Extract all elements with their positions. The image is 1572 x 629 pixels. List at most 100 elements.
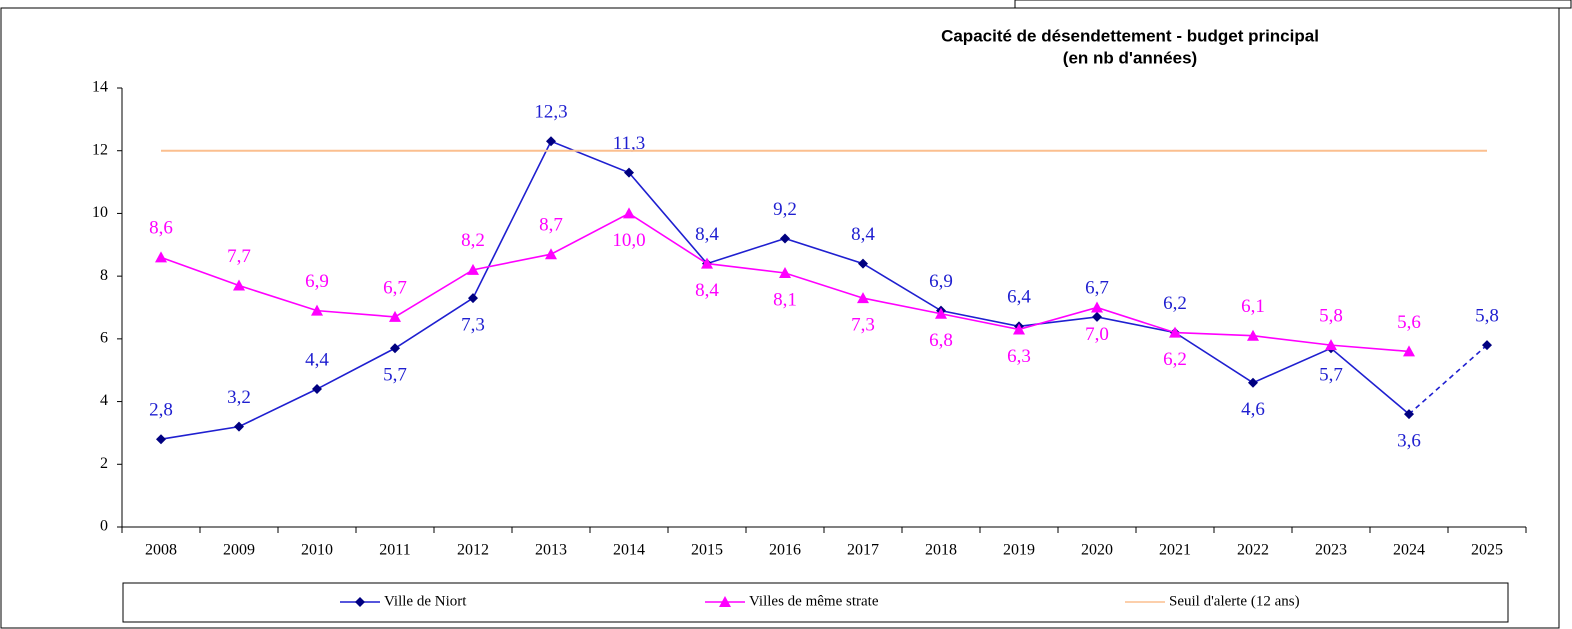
x-tick-label: 2015 xyxy=(691,542,723,559)
x-tick-label: 2019 xyxy=(1003,542,1035,559)
marker xyxy=(1247,329,1259,341)
marker xyxy=(545,248,557,260)
marker xyxy=(780,233,790,244)
marker xyxy=(467,263,479,275)
data-label: 4,6 xyxy=(1241,399,1265,420)
data-label: 8,4 xyxy=(695,280,719,301)
marker xyxy=(624,167,634,178)
chart-subtitle: (en nb d'années) xyxy=(1063,48,1197,67)
data-label: 6,7 xyxy=(1085,277,1109,298)
series-line-dashed xyxy=(1408,344,1488,415)
marker xyxy=(1404,409,1414,420)
legend-box xyxy=(122,582,1509,623)
marker xyxy=(546,136,556,147)
y-tick-label: 4 xyxy=(100,392,108,409)
data-label: 6,2 xyxy=(1163,349,1187,370)
data-label: 8,1 xyxy=(773,289,797,310)
x-tick-label: 2008 xyxy=(145,542,177,559)
y-tick-label: 10 xyxy=(92,204,108,221)
x-tick-label: 2016 xyxy=(769,542,801,559)
x-tick-label: 2009 xyxy=(223,542,255,559)
marker xyxy=(701,257,713,269)
data-label: 8,7 xyxy=(539,215,563,236)
data-label: 8,4 xyxy=(851,224,875,245)
marker xyxy=(311,304,323,316)
x-tick-label: 2023 xyxy=(1315,542,1347,559)
marker xyxy=(1091,301,1103,313)
data-label: 7,7 xyxy=(227,246,251,267)
data-label: 5,7 xyxy=(1319,365,1343,386)
y-tick-label: 0 xyxy=(100,518,108,535)
x-tick-label: 2020 xyxy=(1081,542,1113,559)
marker xyxy=(1013,323,1025,335)
marker xyxy=(468,293,478,304)
marker xyxy=(389,310,401,322)
data-label: 7,3 xyxy=(851,314,875,335)
x-tick-label: 2025 xyxy=(1471,542,1503,559)
data-label: 6,3 xyxy=(1007,346,1031,367)
marker xyxy=(858,258,868,269)
legend-label: Seuil d'alerte (12 ans) xyxy=(1169,593,1300,609)
marker xyxy=(234,421,244,432)
data-label: 9,2 xyxy=(773,199,797,220)
x-tick-label: 2017 xyxy=(847,542,879,559)
data-label: 4,4 xyxy=(305,349,329,370)
marker xyxy=(156,434,166,445)
legend-label: Ville de Niort xyxy=(384,593,467,609)
y-tick-label: 8 xyxy=(100,267,108,284)
marker xyxy=(1248,377,1258,388)
legend-marker xyxy=(355,597,365,607)
data-label: 5,7 xyxy=(383,365,407,386)
data-label: 5,6 xyxy=(1397,312,1421,333)
marker xyxy=(1482,340,1492,351)
chart-frame xyxy=(0,7,1560,629)
data-label: 6,1 xyxy=(1241,296,1265,317)
marker xyxy=(1092,311,1102,322)
marker xyxy=(857,292,869,304)
y-tick-label: 6 xyxy=(100,330,108,347)
data-label: 12,3 xyxy=(534,102,567,123)
x-tick-label: 2022 xyxy=(1237,542,1269,559)
x-tick-label: 2012 xyxy=(457,542,489,559)
data-label: 6,2 xyxy=(1163,293,1187,314)
x-tick-label: 2021 xyxy=(1159,542,1191,559)
x-tick-label: 2014 xyxy=(613,542,645,559)
x-tick-label: 2018 xyxy=(925,542,957,559)
marker xyxy=(312,384,322,395)
x-tick-label: 2011 xyxy=(379,542,410,559)
data-label: 6,4 xyxy=(1007,287,1031,308)
x-tick-label: 2010 xyxy=(301,542,333,559)
x-tick-label: 2013 xyxy=(535,542,567,559)
marker xyxy=(390,343,400,354)
marker xyxy=(1403,345,1415,357)
chart-title: Capacité de désendettement - budget prin… xyxy=(941,26,1319,45)
y-tick-label: 12 xyxy=(92,141,108,158)
data-label: 3,2 xyxy=(227,387,251,408)
marker xyxy=(623,207,635,219)
marker xyxy=(155,251,167,263)
data-label: 7,0 xyxy=(1085,324,1109,345)
data-label: 7,3 xyxy=(461,314,485,335)
data-label: 5,8 xyxy=(1475,305,1499,326)
marker xyxy=(233,279,245,291)
data-label: 11,3 xyxy=(613,133,646,154)
data-label: 6,8 xyxy=(929,330,953,351)
y-tick-label: 14 xyxy=(92,79,108,96)
marker xyxy=(935,307,947,319)
data-label: 6,9 xyxy=(305,271,329,292)
legend-label: Villes de même strate xyxy=(749,593,879,609)
data-label: 8,6 xyxy=(149,218,173,239)
y-tick-label: 2 xyxy=(100,455,108,472)
data-label: 6,9 xyxy=(929,271,953,292)
data-label: 3,6 xyxy=(1397,430,1421,451)
data-label: 10,0 xyxy=(612,230,645,251)
x-tick-label: 2024 xyxy=(1393,542,1425,559)
marker xyxy=(1169,326,1181,338)
data-label: 8,4 xyxy=(695,224,719,245)
marker xyxy=(779,267,791,279)
legend-marker xyxy=(719,596,731,607)
data-label: 8,2 xyxy=(461,230,485,251)
marker xyxy=(1325,339,1337,351)
